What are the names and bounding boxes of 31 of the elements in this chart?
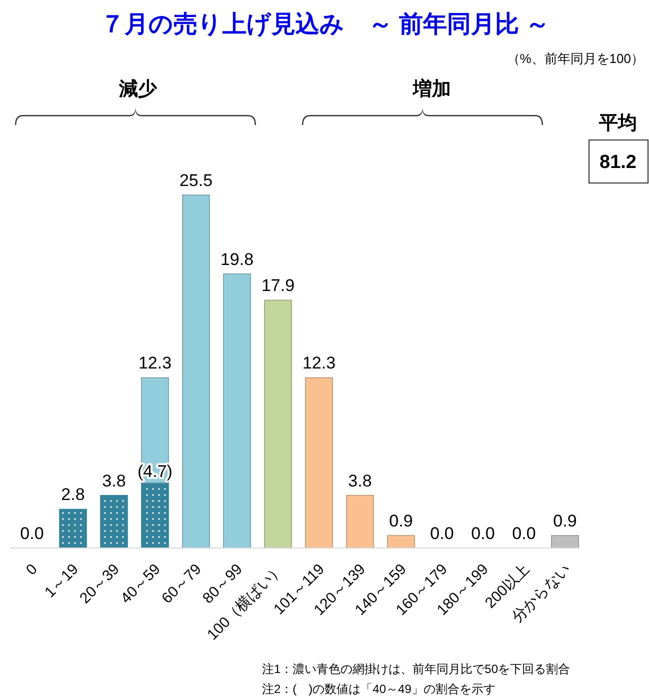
total-label: 0.0 <box>512 524 536 543</box>
total-label: 19.8 <box>220 250 254 269</box>
bar <box>264 300 292 548</box>
total-label: 12.3 <box>138 354 172 373</box>
x-tick-label: 0 <box>22 560 41 579</box>
total-label: 2.8 <box>61 485 85 504</box>
bar <box>305 377 333 548</box>
bar <box>346 494 374 548</box>
total-label: 3.8 <box>102 471 126 490</box>
bar <box>223 274 251 548</box>
bar <box>387 535 415 548</box>
text: 注1：濃い青色の網掛けは、前年同月比で50を下回る割合 <box>262 662 570 676</box>
text: 平均 <box>598 113 637 134</box>
bar <box>551 535 579 548</box>
total-label: 12.3 <box>302 354 336 373</box>
text: 減少 <box>118 78 158 100</box>
total-label: 0.9 <box>389 512 413 531</box>
total-label: 25.5 <box>179 171 213 190</box>
total-label: 0.0 <box>20 524 44 543</box>
total-label: 0.9 <box>553 512 577 531</box>
text: 注2：( )の数値は「40～49」の割合を示す <box>262 682 496 696</box>
bar <box>182 194 210 548</box>
data-label: (4.7) <box>138 462 172 481</box>
total-label: 3.8 <box>348 471 372 490</box>
total-label: 0.0 <box>430 524 454 543</box>
total-label: 17.9 <box>261 276 295 296</box>
text: （%、前年同月を100） <box>506 51 644 66</box>
chart-title: ７月の売り上げ見込み ～ 前年同月比 ～ <box>100 11 550 38</box>
total-label: 0.0 <box>471 524 495 543</box>
text: 81.2 <box>600 152 636 173</box>
text: 増加 <box>412 78 451 100</box>
